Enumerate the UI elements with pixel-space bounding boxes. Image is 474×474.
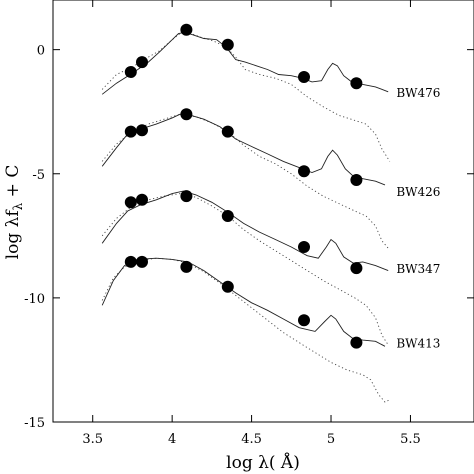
series-bw476-point-2 [180, 23, 193, 36]
series-bw413-point-0 [124, 255, 137, 268]
y-tick-label-3: -15 [24, 416, 45, 431]
x-tick-label-4: 5.5 [400, 432, 421, 447]
series-bw347-point-2 [180, 190, 193, 203]
axis-layer: 3.5 4 4.5 5 5.5 0 -5 -10 -15 [24, 0, 474, 447]
series-bw413-point-4 [298, 314, 310, 327]
series-bw413-point-2 [180, 260, 193, 273]
series-bw347-point-0 [124, 196, 137, 209]
y-axis-title-subscript: λ [11, 202, 25, 210]
series-bw413-point-1 [136, 255, 148, 268]
y-axis-title-suffix: + C [3, 165, 23, 203]
series-bw476-solid-model [101, 31, 389, 95]
series-bw347: BW347 [101, 190, 440, 346]
series-bw476-point-3 [221, 38, 234, 51]
plot-frame [52, 0, 474, 423]
series-bw426: BW426 [101, 108, 440, 249]
x-tick-label-1: 4 [168, 432, 176, 447]
series-bw413-solid-model [101, 257, 386, 347]
series-bw347-solid-model [101, 190, 389, 272]
y-tick-label-1: -5 [32, 168, 45, 183]
series-bw413-point-3 [221, 280, 234, 293]
series-bw347-point-1 [136, 193, 148, 206]
series-bw426-point-0 [124, 125, 137, 138]
series-bw426-point-5 [350, 174, 363, 186]
series-label-bw426: BW426 [396, 185, 440, 199]
series-bw476-point-1 [136, 56, 148, 69]
series-bw413: BW413 [101, 255, 440, 403]
x-tick-label-3: 5 [327, 432, 335, 447]
series-bw347-point-4 [298, 241, 310, 253]
series-bw347-dotted-model [101, 193, 389, 346]
series-bw426-point-2 [180, 108, 193, 121]
series-label-bw413: BW413 [396, 337, 440, 351]
x-axis-title: log λ( Å) [226, 452, 300, 473]
series-label-bw476: BW476 [396, 86, 440, 100]
series-layer: BW476 BW426 BW347 BW413 [101, 23, 440, 403]
series-bw426-point-1 [136, 124, 148, 137]
series-label-bw347: BW347 [396, 262, 440, 276]
series-bw413-dotted-model [101, 257, 391, 403]
series-bw347-point-3 [221, 210, 234, 222]
series-bw426-point-3 [221, 125, 234, 138]
series-bw426-solid-model [101, 113, 386, 186]
y-axis-title-main: log λf [3, 209, 23, 260]
y-axis-title: log λfλ + C [3, 165, 25, 260]
series-bw476-point-5 [350, 77, 363, 90]
series-bw476-point-4 [298, 71, 310, 83]
y-tick-label-2: -10 [24, 292, 45, 307]
series-bw413-point-5 [350, 336, 363, 349]
series-bw476-dotted-model [101, 31, 391, 162]
series-bw426-point-4 [298, 165, 310, 178]
x-tick-label-2: 4.5 [241, 432, 262, 447]
series-bw476-point-0 [124, 66, 137, 78]
series-bw476: BW476 [101, 23, 440, 162]
x-tick-label-0: 3.5 [82, 432, 103, 447]
series-bw347-point-5 [350, 262, 363, 275]
y-tick-label-0: 0 [37, 44, 45, 59]
